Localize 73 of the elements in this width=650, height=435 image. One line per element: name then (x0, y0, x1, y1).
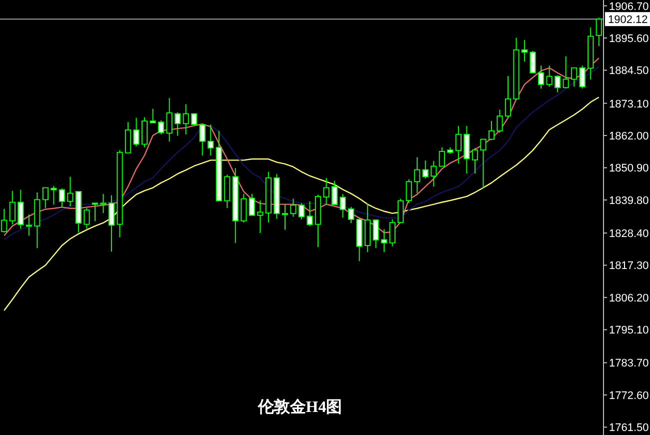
candlestick (1, 208, 8, 233)
candlestick (298, 202, 305, 220)
candlestick (596, 17, 602, 47)
candlestick (562, 56, 569, 89)
candlestick (422, 160, 428, 179)
candlestick (100, 193, 106, 214)
y-tick-label: 1761.50 (609, 422, 649, 434)
candlestick (571, 67, 578, 88)
y-tick-label: 1873.10 (609, 98, 649, 110)
candlestick (331, 180, 338, 206)
candlestick (521, 40, 528, 62)
y-tick-label: 1862.00 (609, 130, 649, 143)
candlestick (124, 122, 132, 154)
candlestick (42, 187, 48, 209)
candlestick (84, 208, 90, 230)
candlestick (554, 74, 561, 93)
candlestick (323, 177, 330, 206)
candlestick (133, 117, 140, 147)
candlestick (430, 160, 437, 188)
candlestick (199, 124, 206, 156)
candlestick (257, 200, 264, 234)
y-tick-label: 1806.20 (609, 292, 649, 304)
candlestick (158, 120, 164, 135)
candlestick (166, 98, 172, 142)
y-tick-label: 1884.50 (609, 65, 649, 78)
candlestick (348, 206, 354, 224)
y-tick-label: 1828.40 (609, 228, 649, 240)
y-tick-label: 1795.10 (609, 324, 649, 337)
candlestick (282, 204, 288, 230)
candlestick (480, 138, 486, 189)
candlestick (67, 176, 74, 207)
candlestick (488, 120, 495, 141)
candlestick (92, 202, 98, 222)
candlestick (9, 190, 16, 225)
candlestick (530, 50, 536, 74)
ref-line-label: 1902.12 (608, 14, 648, 26)
candlestick (381, 228, 388, 253)
candlestick (58, 188, 66, 208)
candlestick (372, 218, 379, 249)
candlestick (174, 112, 181, 136)
candlestick (306, 200, 313, 227)
candlestick (182, 104, 189, 135)
y-tick-label: 1895.60 (609, 33, 649, 46)
candlestick (248, 193, 255, 216)
candlestick (472, 148, 478, 174)
candlestick (579, 65, 586, 90)
candlestick (26, 214, 32, 236)
candlestick (414, 156, 420, 194)
candlestick (504, 76, 512, 118)
candlestick (240, 193, 247, 224)
candlestick (438, 146, 445, 167)
text: 伦敦金H4图 (256, 398, 342, 416)
candlestick (538, 65, 544, 90)
candlestick (150, 108, 156, 124)
y-tick-label: 1850.90 (609, 162, 649, 175)
candlestick (406, 178, 412, 204)
candlestick (546, 65, 552, 88)
y-tick-label: 1783.70 (609, 358, 649, 370)
candlestick (208, 124, 214, 156)
candlestick (141, 116, 148, 148)
candlestick (108, 194, 115, 252)
candlestick (389, 218, 396, 247)
y-tick-label: 1906.70 (609, 0, 649, 13)
candlestick (496, 109, 503, 134)
candlestick (50, 186, 57, 206)
candlestick (18, 189, 24, 230)
y-tick-label: 1772.60 (609, 390, 649, 402)
y-tick-label: 1839.80 (609, 194, 649, 207)
y-tick-label: 1817.30 (609, 260, 649, 272)
candlestick (340, 194, 346, 218)
candlestick (455, 125, 462, 164)
candlestick (398, 198, 404, 224)
candlestick (290, 198, 296, 218)
